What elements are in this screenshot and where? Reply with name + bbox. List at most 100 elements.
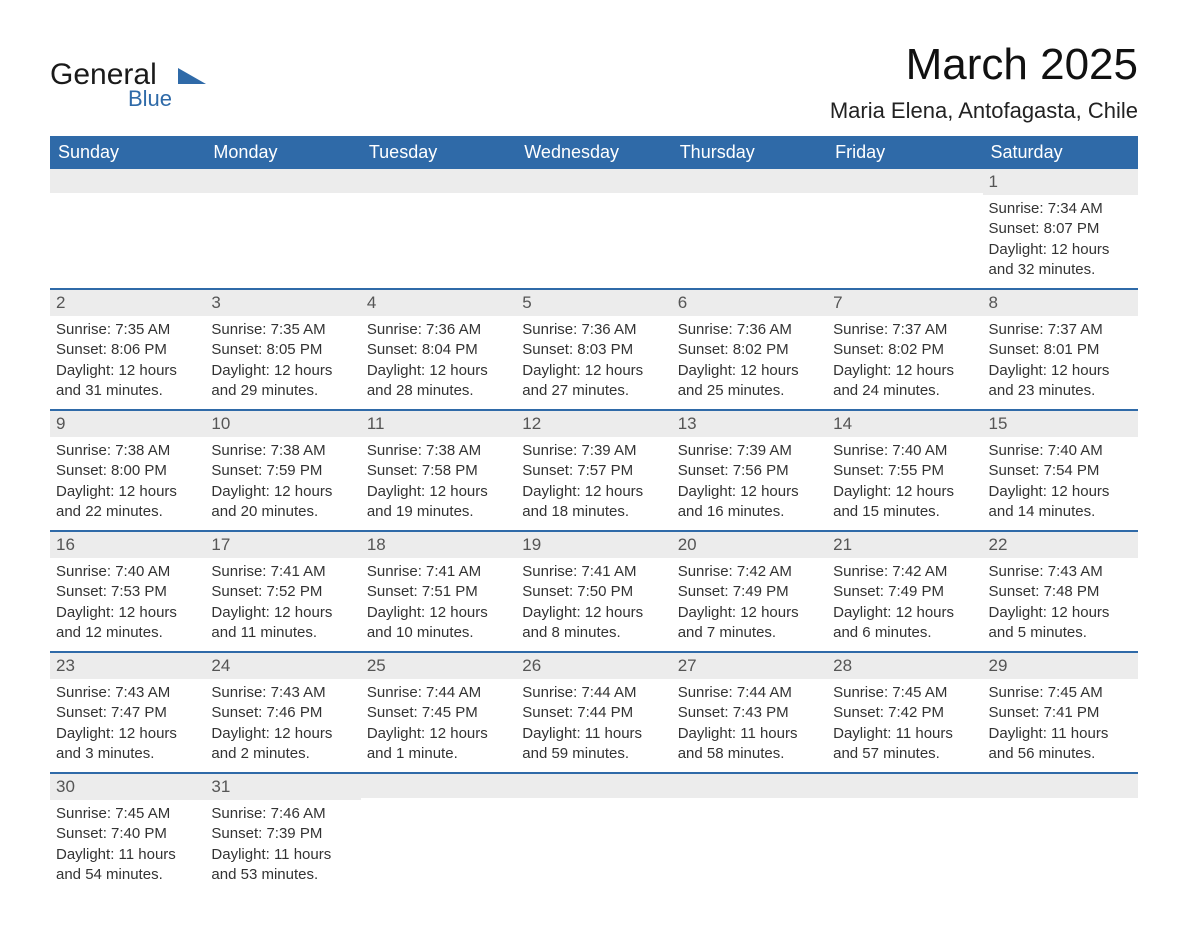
daylight-line: Daylight: 11 hours and 57 minutes. (833, 724, 976, 765)
calendar-day-cell: 26Sunrise: 7:44 AMSunset: 7:44 PMDayligh… (516, 652, 671, 773)
sunset-line: Sunset: 8:07 PM (989, 219, 1132, 239)
calendar-day-cell: 18Sunrise: 7:41 AMSunset: 7:51 PMDayligh… (361, 531, 516, 652)
day-number: 9 (50, 411, 205, 437)
day-details: Sunrise: 7:35 AMSunset: 8:05 PMDaylight:… (205, 316, 360, 409)
sunset-line: Sunset: 7:42 PM (833, 703, 976, 723)
sunset-line: Sunset: 8:01 PM (989, 340, 1132, 360)
day-number: 5 (516, 290, 671, 316)
day-number: 6 (672, 290, 827, 316)
sunset-line: Sunset: 7:39 PM (211, 824, 354, 844)
logo: General Blue (50, 60, 206, 112)
sunset-line: Sunset: 7:47 PM (56, 703, 199, 723)
calendar-day-cell (827, 169, 982, 289)
calendar-day-cell: 17Sunrise: 7:41 AMSunset: 7:52 PMDayligh… (205, 531, 360, 652)
daylight-line: Daylight: 12 hours and 24 minutes. (833, 361, 976, 402)
calendar-day-cell (516, 169, 671, 289)
sunrise-line: Sunrise: 7:35 AM (56, 320, 199, 340)
sunset-line: Sunset: 7:45 PM (367, 703, 510, 723)
location-label: Maria Elena, Antofagasta, Chile (830, 98, 1138, 124)
day-number (827, 169, 982, 193)
day-number: 25 (361, 653, 516, 679)
calendar-day-cell: 8Sunrise: 7:37 AMSunset: 8:01 PMDaylight… (983, 289, 1138, 410)
sunrise-line: Sunrise: 7:36 AM (367, 320, 510, 340)
daylight-line: Daylight: 12 hours and 23 minutes. (989, 361, 1132, 402)
sunrise-line: Sunrise: 7:35 AM (211, 320, 354, 340)
day-number: 4 (361, 290, 516, 316)
day-number (361, 169, 516, 193)
day-details: Sunrise: 7:43 AMSunset: 7:47 PMDaylight:… (50, 679, 205, 772)
day-number (50, 169, 205, 193)
weekday-header-row: Sunday Monday Tuesday Wednesday Thursday… (50, 136, 1138, 169)
sunrise-line: Sunrise: 7:40 AM (833, 441, 976, 461)
day-number (361, 774, 516, 798)
sunrise-line: Sunrise: 7:44 AM (367, 683, 510, 703)
day-details (827, 193, 982, 273)
calendar-day-cell: 9Sunrise: 7:38 AMSunset: 8:00 PMDaylight… (50, 410, 205, 531)
day-details (983, 798, 1138, 878)
day-number: 22 (983, 532, 1138, 558)
sunset-line: Sunset: 7:52 PM (211, 582, 354, 602)
day-number: 16 (50, 532, 205, 558)
calendar-day-cell (361, 773, 516, 893)
day-number: 3 (205, 290, 360, 316)
daylight-line: Daylight: 12 hours and 12 minutes. (56, 603, 199, 644)
day-details: Sunrise: 7:45 AMSunset: 7:42 PMDaylight:… (827, 679, 982, 772)
daylight-line: Daylight: 12 hours and 31 minutes. (56, 361, 199, 402)
daylight-line: Daylight: 11 hours and 59 minutes. (522, 724, 665, 765)
sunrise-line: Sunrise: 7:34 AM (989, 199, 1132, 219)
day-details: Sunrise: 7:45 AMSunset: 7:41 PMDaylight:… (983, 679, 1138, 772)
day-number (672, 774, 827, 798)
day-details: Sunrise: 7:41 AMSunset: 7:51 PMDaylight:… (361, 558, 516, 651)
daylight-line: Daylight: 11 hours and 58 minutes. (678, 724, 821, 765)
day-number: 29 (983, 653, 1138, 679)
sunrise-line: Sunrise: 7:38 AM (367, 441, 510, 461)
sunset-line: Sunset: 7:43 PM (678, 703, 821, 723)
calendar-day-cell: 29Sunrise: 7:45 AMSunset: 7:41 PMDayligh… (983, 652, 1138, 773)
calendar-day-cell: 14Sunrise: 7:40 AMSunset: 7:55 PMDayligh… (827, 410, 982, 531)
day-number: 30 (50, 774, 205, 800)
daylight-line: Daylight: 12 hours and 5 minutes. (989, 603, 1132, 644)
sunset-line: Sunset: 7:49 PM (833, 582, 976, 602)
daylight-line: Daylight: 12 hours and 3 minutes. (56, 724, 199, 765)
day-number: 23 (50, 653, 205, 679)
day-details: Sunrise: 7:44 AMSunset: 7:45 PMDaylight:… (361, 679, 516, 772)
sunrise-line: Sunrise: 7:37 AM (989, 320, 1132, 340)
calendar-day-cell: 24Sunrise: 7:43 AMSunset: 7:46 PMDayligh… (205, 652, 360, 773)
calendar-week-row: 30Sunrise: 7:45 AMSunset: 7:40 PMDayligh… (50, 773, 1138, 893)
sunset-line: Sunset: 8:03 PM (522, 340, 665, 360)
day-number: 7 (827, 290, 982, 316)
calendar-day-cell (50, 169, 205, 289)
sunrise-line: Sunrise: 7:38 AM (211, 441, 354, 461)
calendar-day-cell (516, 773, 671, 893)
day-details: Sunrise: 7:39 AMSunset: 7:56 PMDaylight:… (672, 437, 827, 530)
day-number: 21 (827, 532, 982, 558)
sunset-line: Sunset: 7:57 PM (522, 461, 665, 481)
sunrise-line: Sunrise: 7:36 AM (678, 320, 821, 340)
day-number: 17 (205, 532, 360, 558)
daylight-line: Daylight: 12 hours and 14 minutes. (989, 482, 1132, 523)
sunset-line: Sunset: 8:02 PM (678, 340, 821, 360)
sunrise-line: Sunrise: 7:45 AM (56, 804, 199, 824)
sunrise-line: Sunrise: 7:42 AM (833, 562, 976, 582)
day-details: Sunrise: 7:36 AMSunset: 8:03 PMDaylight:… (516, 316, 671, 409)
day-details: Sunrise: 7:38 AMSunset: 7:58 PMDaylight:… (361, 437, 516, 530)
day-number: 15 (983, 411, 1138, 437)
daylight-line: Daylight: 12 hours and 19 minutes. (367, 482, 510, 523)
daylight-line: Daylight: 12 hours and 22 minutes. (56, 482, 199, 523)
calendar-day-cell: 1Sunrise: 7:34 AMSunset: 8:07 PMDaylight… (983, 169, 1138, 289)
day-details: Sunrise: 7:35 AMSunset: 8:06 PMDaylight:… (50, 316, 205, 409)
day-details: Sunrise: 7:43 AMSunset: 7:48 PMDaylight:… (983, 558, 1138, 651)
calendar-day-cell: 19Sunrise: 7:41 AMSunset: 7:50 PMDayligh… (516, 531, 671, 652)
month-title: March 2025 (830, 40, 1138, 90)
calendar-day-cell: 13Sunrise: 7:39 AMSunset: 7:56 PMDayligh… (672, 410, 827, 531)
calendar-day-cell: 2Sunrise: 7:35 AMSunset: 8:06 PMDaylight… (50, 289, 205, 410)
sunrise-line: Sunrise: 7:39 AM (522, 441, 665, 461)
daylight-line: Daylight: 12 hours and 1 minute. (367, 724, 510, 765)
day-details: Sunrise: 7:43 AMSunset: 7:46 PMDaylight:… (205, 679, 360, 772)
day-details: Sunrise: 7:44 AMSunset: 7:43 PMDaylight:… (672, 679, 827, 772)
calendar-day-cell: 7Sunrise: 7:37 AMSunset: 8:02 PMDaylight… (827, 289, 982, 410)
sunrise-line: Sunrise: 7:43 AM (56, 683, 199, 703)
title-block: March 2025 Maria Elena, Antofagasta, Chi… (830, 40, 1138, 124)
calendar-day-cell: 4Sunrise: 7:36 AMSunset: 8:04 PMDaylight… (361, 289, 516, 410)
day-details (361, 193, 516, 273)
